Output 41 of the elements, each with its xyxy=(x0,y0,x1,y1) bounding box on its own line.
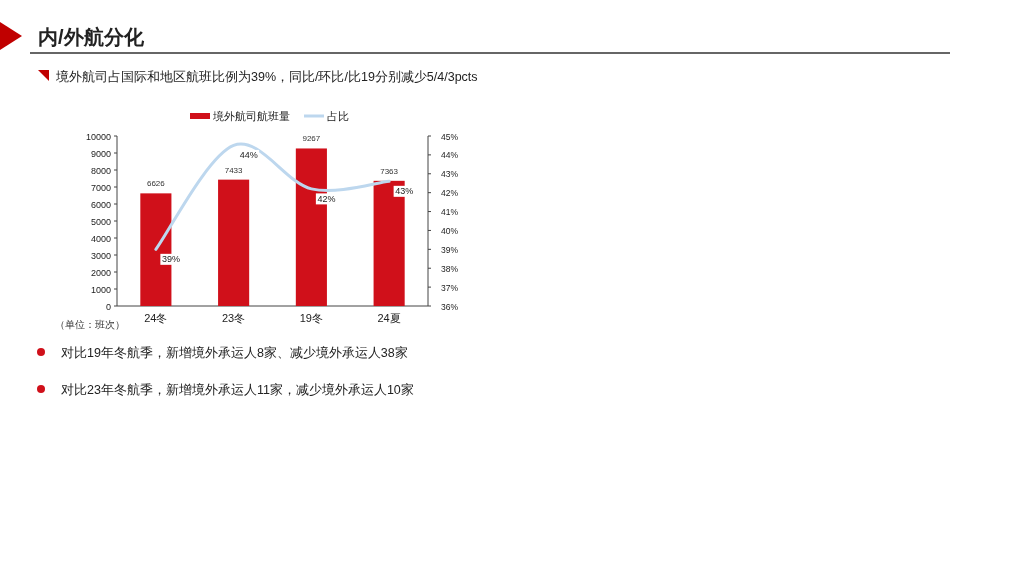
data-label: 6626 xyxy=(146,179,166,189)
chart-title: 内/外航分化 xyxy=(38,26,145,48)
y2-tick-label: 42% xyxy=(441,188,459,199)
data-label: 7363 xyxy=(380,166,399,176)
y-tick-label: 4000 xyxy=(90,233,111,244)
x-tick-label: 19冬 xyxy=(299,312,323,324)
y2-tick-label: 40% xyxy=(441,225,459,236)
y2-tick-label: 43% xyxy=(441,169,459,180)
data-label: 42% xyxy=(317,193,336,204)
y-tick-label: 9000 xyxy=(90,148,111,159)
text: 对比23年冬航季，新增境外承运人11家，减少境外承运人10家 xyxy=(61,381,414,397)
y2-tick-label: 45% xyxy=(441,131,459,142)
y-tick-label: 7000 xyxy=(90,182,111,193)
data-label: 9267 xyxy=(302,134,321,144)
text: （单位：班次） xyxy=(55,319,125,330)
y-tick-label: 6000 xyxy=(90,199,111,210)
data-label: 39% xyxy=(161,254,180,265)
y-tick-label: 8000 xyxy=(90,165,111,176)
y-tick-label: 2000 xyxy=(90,267,111,278)
y-tick-label: 10000 xyxy=(85,131,111,142)
data-label: 44% xyxy=(239,150,258,161)
data-label: 43% xyxy=(395,186,414,197)
x-tick-label: 23冬 xyxy=(222,312,246,324)
y2-tick-label: 37% xyxy=(441,282,459,293)
x-tick-label: 24夏 xyxy=(377,312,401,324)
data-label: 7433 xyxy=(224,165,244,175)
y2-tick-label: 39% xyxy=(441,244,459,255)
x-tick-label: 24冬 xyxy=(144,312,168,324)
y2-tick-label: 36% xyxy=(441,301,459,312)
text: 对比19年冬航季，新增境外承运人8家、减少境外承运人38家 xyxy=(61,344,408,360)
y-tick-label: 0 xyxy=(105,301,111,312)
legend-label: 境外航司航班量 xyxy=(212,110,290,122)
y-tick-label: 1000 xyxy=(90,284,111,295)
chart-subtitle: 境外航司占国际和地区航班比例为39%，同比/环比/比19分别减少5/4/3pcts xyxy=(55,69,478,84)
y-tick-label: 5000 xyxy=(90,216,111,227)
y2-tick-label: 41% xyxy=(441,207,459,218)
y-tick-label: 3000 xyxy=(90,250,111,261)
bar xyxy=(218,179,250,306)
legend-label: 占比 xyxy=(327,110,349,122)
y2-tick-label: 38% xyxy=(441,263,459,274)
y2-tick-label: 44% xyxy=(441,150,459,161)
